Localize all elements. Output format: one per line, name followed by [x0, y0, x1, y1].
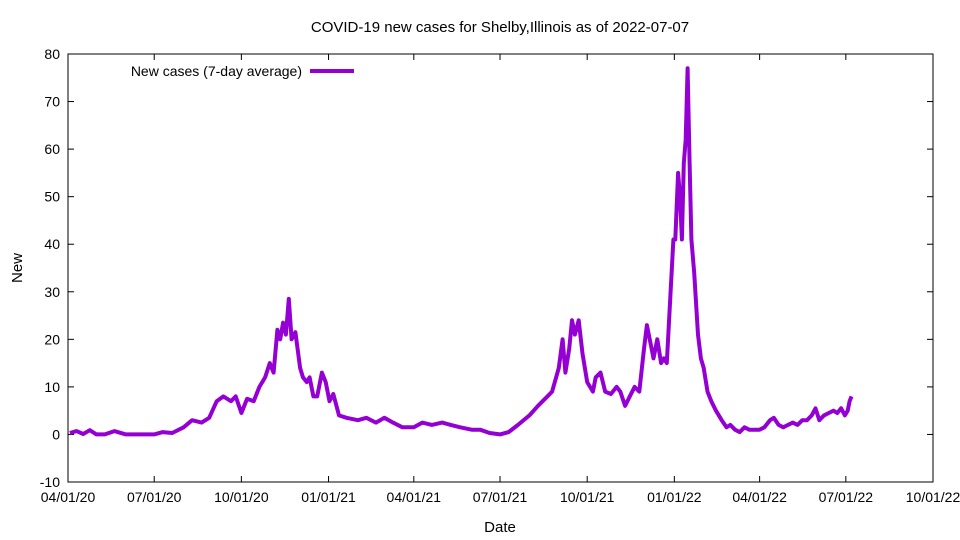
- x-tick-label: 07/01/20: [127, 489, 182, 505]
- x-axis: 04/01/20 07/01/20 10/01/20 01/01/21 04/01/21…: [41, 54, 960, 505]
- x-tick-label: 04/01/21: [387, 489, 442, 505]
- y-tick-label: 60: [44, 141, 60, 157]
- x-tick-label: 10/01/20: [214, 489, 269, 505]
- y-tick-label: 0: [52, 426, 60, 442]
- y-tick-label: 50: [44, 189, 60, 205]
- x-tick-label: 07/01/21: [473, 489, 528, 505]
- x-tick-label: 01/01/21: [301, 489, 356, 505]
- y-tick-label: 80: [44, 46, 60, 62]
- y-tick-label: -10: [40, 474, 60, 490]
- y-axis: -10 0 10 20 30 40 50 60 70 80: [40, 46, 933, 490]
- plot-frame: [67, 53, 934, 483]
- x-tick-label: 04/01/22: [732, 489, 787, 505]
- legend-label: New cases (7-day average): [131, 63, 302, 79]
- x-tick-label: 10/01/22: [906, 489, 960, 505]
- y-tick-label: 10: [44, 379, 60, 395]
- x-axis-title: Date: [484, 519, 516, 536]
- y-tick-label: 40: [44, 236, 60, 252]
- x-tick-label: 01/01/22: [647, 489, 702, 505]
- y-tick-label: 20: [44, 331, 60, 347]
- y-axis-title: New: [9, 253, 26, 283]
- y-tick-label: 30: [44, 284, 60, 300]
- series-layer: [69, 66, 854, 437]
- legend: New cases (7-day average): [131, 63, 354, 79]
- x-tick-label: 04/01/20: [41, 489, 96, 505]
- series-line-new-cases: [69, 66, 854, 437]
- x-tick-label: 10/01/21: [560, 489, 615, 505]
- chart-title: COVID-19 new cases for Shelby,Illinois a…: [311, 19, 689, 36]
- y-tick-label: 70: [44, 94, 60, 110]
- x-tick-label: 07/01/22: [819, 489, 874, 505]
